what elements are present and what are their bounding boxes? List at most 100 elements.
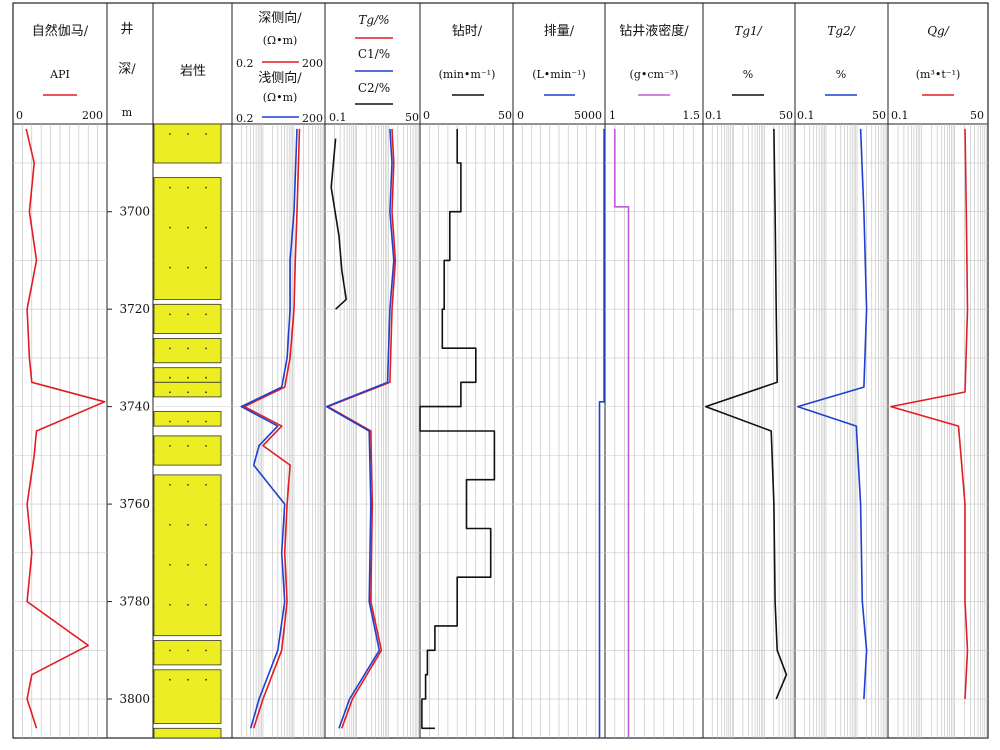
curve-深侧向	[243, 128, 301, 729]
depth-header-3: m	[122, 106, 133, 119]
lithology-dot	[187, 226, 189, 229]
lithology-dot	[187, 376, 189, 379]
lithology-sandstone-bed	[153, 367, 222, 383]
lithology-dot	[187, 484, 189, 486]
deep-res-max: 200	[302, 57, 323, 70]
shallow-res-header: 浅侧向/	[258, 70, 302, 86]
lithology-dot	[205, 391, 207, 394]
qg-min: 0.1	[891, 109, 909, 122]
lithology-dot	[187, 313, 189, 316]
lithology-dot	[205, 266, 207, 269]
depth-tick-label: 3760	[119, 497, 150, 511]
curve-自然伽马	[25, 128, 106, 729]
lithology-sandstone-bed	[153, 123, 222, 164]
lithology-dot	[187, 649, 189, 652]
lithology-header: 岩性	[180, 64, 206, 79]
curve-排量	[598, 128, 605, 738]
gr-scale-max: 200	[82, 109, 103, 122]
density-unit: (g•cm⁻³)	[630, 68, 679, 81]
lithology-dot	[205, 313, 207, 316]
density-max: 1.5	[683, 109, 701, 122]
lithology-dot	[187, 186, 189, 189]
lithology-dot	[169, 649, 171, 652]
lithology-dot	[169, 391, 171, 394]
flow-max: 5000	[574, 109, 602, 122]
lithology-sandstone-bed	[153, 303, 222, 334]
lithology-dot	[169, 376, 171, 379]
density-header: 钻井液密度/	[619, 23, 689, 39]
depth-header-1: 井	[120, 22, 133, 37]
lithology-dot	[169, 226, 171, 229]
deep-res-header: 深侧向/	[258, 10, 302, 26]
lithology-dot	[169, 524, 171, 526]
drilltime-min: 0	[423, 109, 430, 122]
qg-unit: (m³•t⁻¹)	[916, 68, 961, 81]
lithology-sandstone-bed	[153, 727, 222, 739]
tg1-max: 50	[779, 109, 793, 122]
lithology-sandstone-bed	[153, 177, 222, 300]
drilltime-max: 50	[498, 109, 512, 122]
shallow-res-max: 200	[302, 112, 323, 125]
curve-Tg1	[704, 128, 788, 700]
tg1-header: Tg1/	[734, 24, 763, 38]
depth-tick-label: 3800	[119, 692, 150, 706]
gr-unit: API	[49, 68, 70, 81]
lithology-sandstone-bed	[153, 669, 222, 724]
lithology-dot	[205, 445, 207, 447]
lithology-dot	[169, 678, 171, 681]
lithology-dot	[169, 133, 171, 135]
lithology-dot	[187, 564, 189, 566]
c1-header: C1/%	[358, 47, 390, 61]
lithology-dot	[205, 420, 207, 423]
lithology-sandstone-bed	[153, 640, 222, 666]
tg1-min: 0.1	[705, 109, 723, 122]
flow-unit: (L•min⁻¹)	[532, 68, 586, 81]
lithology-dot	[205, 226, 207, 229]
lithology-dot	[187, 678, 189, 681]
deep-res-min: 0.2	[236, 57, 254, 70]
depth-tick-label: 3780	[119, 595, 150, 609]
lithology-dot	[169, 313, 171, 316]
lithology-dot	[205, 133, 207, 135]
flow-header: 排量/	[544, 24, 575, 39]
shallow-res-unit: (Ω•m)	[263, 91, 298, 104]
curve-C2	[330, 138, 348, 310]
lithology-dot	[169, 347, 171, 350]
lithology-dot	[169, 604, 171, 606]
qg-max: 50	[970, 109, 984, 122]
gr-header: 自然伽马/	[32, 23, 89, 39]
track-separators	[106, 3, 889, 738]
lithology-sandstone-bed	[153, 435, 222, 466]
c2-header: C2/%	[358, 81, 390, 95]
lithology-dot	[187, 445, 189, 447]
depth-tick-label: 3720	[119, 302, 150, 316]
lithology-dot	[205, 649, 207, 652]
track-gridlines	[13, 124, 988, 738]
depth-tick-label: 3740	[119, 400, 150, 414]
lithology-dot	[205, 678, 207, 681]
gas-scale-min: 0.1	[329, 111, 347, 124]
lithology-dot	[169, 564, 171, 566]
lithology-dot	[187, 420, 189, 423]
curve-钻井液密度	[613, 128, 630, 738]
lithology-dot	[187, 391, 189, 394]
lithology-column	[153, 123, 222, 739]
tg2-min: 0.1	[797, 109, 815, 122]
lithology-sandstone-bed	[153, 411, 222, 427]
lithology-sandstone-bed	[153, 381, 222, 398]
depth-tick-label: 3700	[119, 205, 150, 219]
curve-Tg2	[796, 128, 868, 700]
lithology-dot	[205, 376, 207, 379]
curve-钻时	[419, 128, 496, 730]
curve-Qg	[890, 128, 969, 700]
drilltime-header: 钻时/	[452, 24, 483, 39]
tg-header: Tg/%	[358, 13, 389, 27]
lithology-sandstone-bed	[153, 474, 222, 637]
lithology-sandstone-bed	[153, 337, 222, 364]
tg2-max: 50	[872, 109, 886, 122]
gr-scale-min: 0	[16, 109, 23, 122]
tg1-unit: %	[743, 68, 753, 81]
lithology-dot	[205, 564, 207, 566]
drilltime-unit: (min•m⁻¹)	[439, 68, 496, 81]
